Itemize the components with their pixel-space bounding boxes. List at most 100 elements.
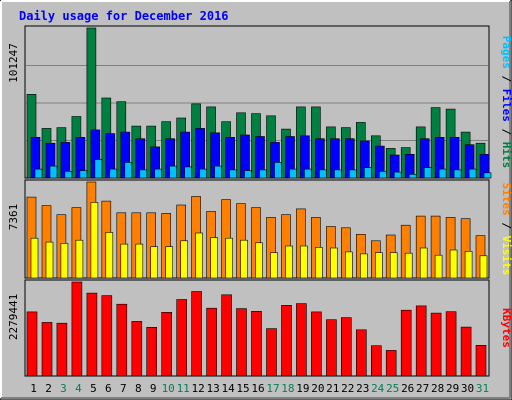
bar-kbytes-day-21 [326,319,337,377]
x-axis-labels: 1 2 3 4 5 6 7 8 9 10 11 12 13 14 15 16 17 18 19 20 21 22 23 24 2… [30,382,489,395]
bar-visits-day-19 [300,245,308,279]
bar-visits-day-15 [240,239,248,279]
bar-kbytes-day-17 [266,328,277,377]
bar-visits-day-9 [150,246,158,279]
bar-pages-day-25 [393,171,402,179]
bar-pages-day-1 [34,168,43,179]
kbytes-panel: 2279441 KBytes [7,279,512,377]
bar-visits-day-10 [165,246,173,279]
bar-kbytes-day-3 [56,322,68,377]
bar-pages-day-19 [304,168,312,179]
x-tick-label: 14 [221,382,235,395]
x-tick-label: 6 [105,382,112,395]
y-max-label: 7361 [7,204,20,231]
bar-pages-day-22 [348,169,357,179]
side-legend-label: / [500,216,512,236]
x-tick-label: 16 [251,382,264,395]
bar-kbytes-day-12 [191,291,202,377]
bar-kbytes-day-31 [475,344,487,377]
x-tick-label: 3 [60,382,67,395]
bar-kbytes-day-28 [430,312,442,377]
bar-pages-day-5 [94,159,103,179]
bar-pages-day-10 [169,165,177,179]
bar-pages-day-20 [319,169,327,179]
x-tick-label: 27 [416,382,429,395]
side-legend-label: Sites [500,183,512,216]
chart-title: Daily usage for December 2016 [19,9,229,23]
x-tick-label: 22 [341,382,354,395]
x-tick-label: 29 [446,382,459,395]
bar-pages-day-16 [259,169,267,179]
bar-pages-day-4 [79,170,88,179]
bar-visits-day-16 [255,242,263,279]
bar-visits-day-11 [180,240,188,279]
bar-visits-day-26 [404,252,413,279]
bar-kbytes-day-24 [370,345,382,377]
bar-kbytes-day-7 [116,303,128,377]
bar-kbytes-day-19 [296,303,307,377]
bar-visits-day-1 [30,237,39,279]
x-tick-label: 17 [266,382,279,395]
chart-panels: 101247 Pages / Files / Hits 7361 Sites / Vi… [7,25,512,377]
bar-pages-day-6 [109,168,118,179]
bar-kbytes-day-8 [131,321,143,377]
side-legend-label: Hits [500,142,512,169]
bar-visits-day-2 [45,241,54,279]
x-tick-label: 21 [326,382,339,395]
bar-kbytes-day-15 [236,308,247,377]
x-tick-label: 11 [177,382,190,395]
side-legend-label: Pages [500,36,512,69]
bar-kbytes-day-14 [221,294,232,377]
bar-kbytes-day-27 [415,305,427,377]
bar-pages-day-30 [468,168,477,179]
x-tick-label: 1 [30,382,37,395]
side-legend: Sites / Visits [500,183,512,276]
bar-kbytes-day-25 [385,350,397,377]
x-tick-label: 31 [476,382,489,395]
bar-kbytes-day-11 [176,299,187,377]
bar-kbytes-day-10 [161,311,172,377]
bar-pages-day-24 [378,171,387,179]
x-tick-label: 5 [90,382,97,395]
bar-kbytes-day-18 [281,304,292,377]
side-legend: KBytes [500,308,512,348]
bar-visits-day-20 [315,247,323,279]
bar-pages-day-7 [124,162,133,179]
bar-pages-day-15 [244,170,252,179]
bar-kbytes-day-5 [86,292,98,377]
side-legend-label: Files [500,89,512,122]
x-tick-label: 24 [371,382,385,395]
bar-visits-day-29 [449,249,458,279]
series-pages [34,159,492,179]
bar-kbytes-day-29 [445,311,457,377]
bar-visits-day-27 [419,247,428,279]
x-tick-label: 12 [191,382,204,395]
bar-visits-day-6 [105,232,114,279]
bar-visits-day-14 [225,237,233,279]
side-legend: Pages / Files / Hits [500,36,512,169]
side-legend-label: / [500,122,512,142]
hits-panel: 101247 Pages / Files / Hits [7,25,512,179]
bar-visits-day-4 [75,239,84,279]
bar-pages-day-2 [49,165,58,179]
bar-pages-day-29 [453,169,462,179]
visits-panel: 7361 Sites / Visits [7,179,512,279]
bar-kbytes-day-2 [41,322,53,377]
bar-pages-day-18 [289,168,297,179]
x-tick-label: 7 [120,382,127,395]
bar-visits-day-31 [479,255,488,279]
bar-pages-day-3 [64,171,73,179]
bar-pages-day-31 [483,172,492,179]
x-tick-label: 20 [311,382,324,395]
bar-pages-day-13 [214,165,222,179]
bar-kbytes-day-16 [251,310,262,377]
bar-visits-day-8 [135,243,144,279]
y-max-label: 101247 [7,43,20,83]
bar-visits-day-13 [210,237,218,279]
side-legend-label: KBytes [500,308,512,348]
bar-kbytes-day-6 [101,295,113,377]
x-tick-label: 28 [431,382,444,395]
bar-kbytes-day-23 [355,329,367,377]
side-legend-label: / [500,69,512,89]
bar-kbytes-day-30 [460,326,472,377]
